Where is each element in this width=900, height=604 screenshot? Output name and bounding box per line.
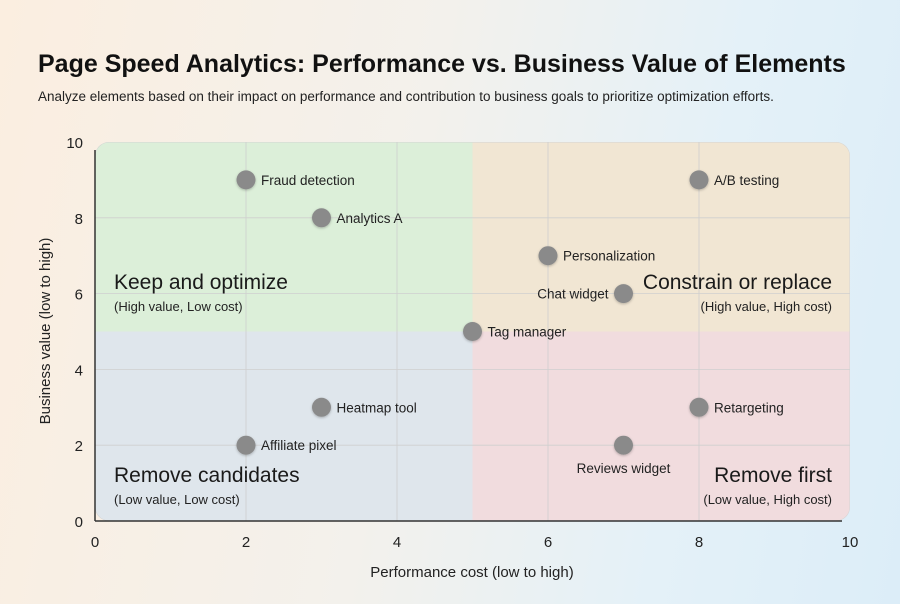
quadrant-subtitle: (Low value, Low cost) [114,492,240,507]
data-point[interactable] [689,170,709,190]
point-label: Fraud detection [261,173,355,188]
chart-title: Page Speed Analytics: Performance vs. Bu… [38,50,846,78]
quadrant-top-left [95,142,473,332]
point-label: Affiliate pixel [261,438,337,453]
y-tick-label: 10 [66,135,83,152]
chart-subtitle: Analyze elements based on their impact o… [38,89,774,104]
data-point[interactable] [312,208,331,228]
data-point[interactable] [236,170,256,190]
y-tick-label: 8 [75,211,83,228]
y-tick-label: 2 [75,438,83,455]
y-tick-label: 0 [75,514,83,531]
y-tick-label: 6 [75,287,83,304]
x-tick-label: 6 [544,534,552,551]
data-point[interactable] [614,435,633,455]
x-tick-label: 4 [393,534,401,551]
x-tick-label: 0 [91,534,99,551]
quadrant-title: Remove first [714,464,832,487]
x-axis-label: Performance cost (low to high) [370,564,573,581]
data-point[interactable] [463,322,482,341]
x-tick-label: 10 [842,534,859,551]
data-point[interactable] [236,435,256,455]
y-axis-label: Business value (low to high) [37,238,54,425]
point-label: Heatmap tool [337,400,417,415]
quadrant-title: Remove candidates [114,464,300,487]
data-point[interactable] [538,246,558,266]
point-label: A/B testing [714,173,779,188]
quadrant-subtitle: (Low value, High cost) [703,492,832,507]
point-label: Tag manager [488,325,567,340]
point-label: Reviews widget [577,461,671,476]
quadrant-bottom-right [472,331,850,521]
data-point[interactable] [312,397,331,417]
quadrant-subtitle: (High value, Low cost) [114,299,243,314]
quadrant-top-right [472,142,850,332]
point-label: Chat widget [537,287,609,302]
point-label: Retargeting [714,400,784,415]
quadrant-title: Keep and optimize [114,271,288,294]
data-point[interactable] [689,397,709,417]
quadrant-title: Constrain or replace [643,271,832,294]
point-label: Personalization [563,249,655,264]
quadrant-bottom-left [95,331,473,521]
point-label: Analytics A [337,211,403,226]
x-tick-label: 2 [242,534,250,551]
x-tick-label: 8 [695,534,703,551]
data-point[interactable] [614,284,633,304]
quadrant-subtitle: (High value, High cost) [701,299,833,314]
y-tick-label: 4 [75,362,83,379]
